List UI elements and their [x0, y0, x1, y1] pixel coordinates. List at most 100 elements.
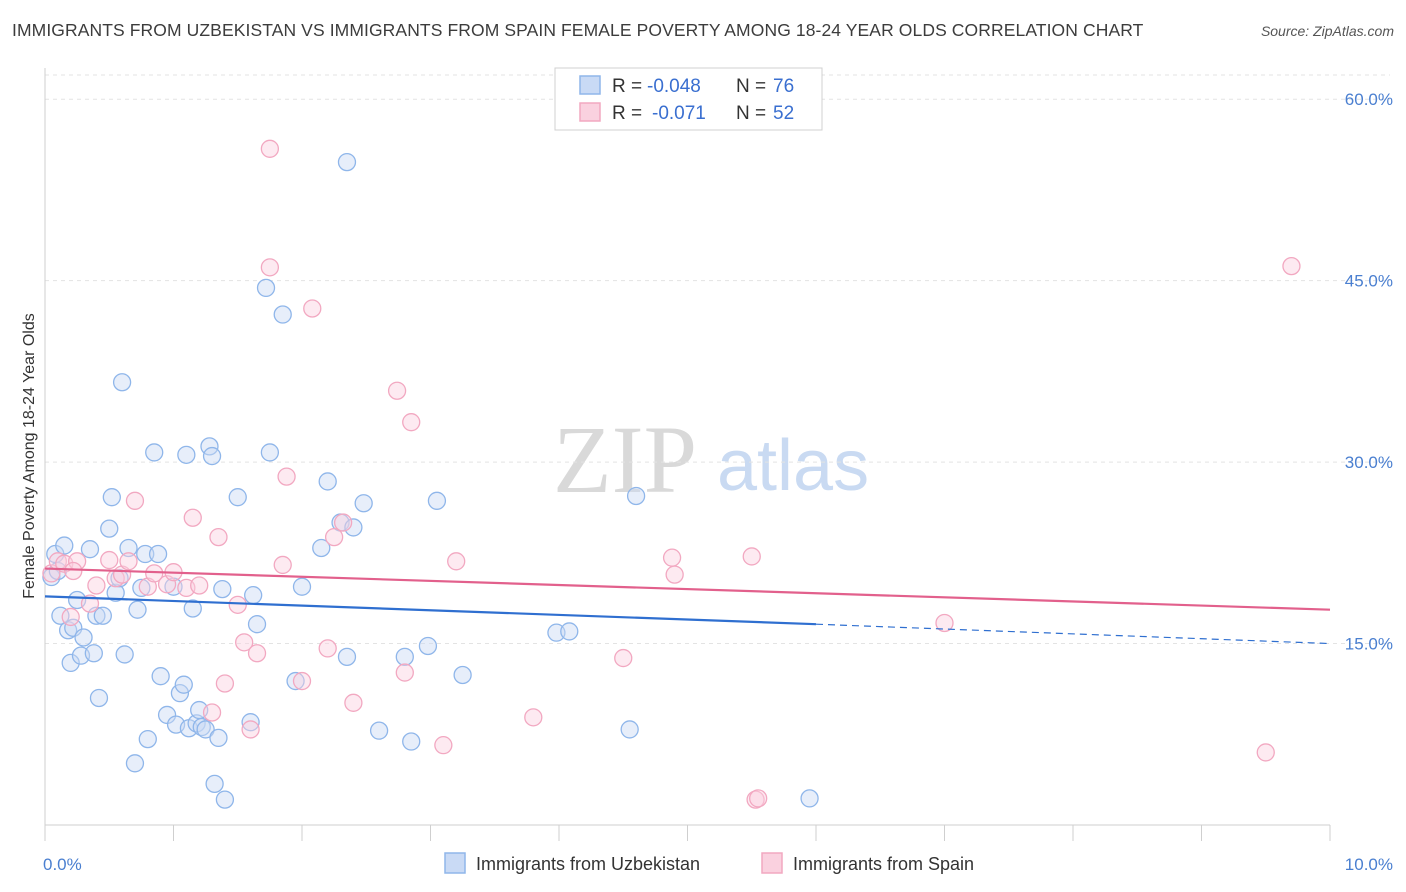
series-legend: Immigrants from Uzbekistan Immigrants fr… [444, 852, 974, 874]
chart-title: IMMIGRANTS FROM UZBEKISTAN VS IMMIGRANTS… [12, 20, 1144, 40]
legend-n-label-spain: N = [736, 103, 766, 124]
uzbekistan-point [369, 721, 389, 740]
spain-point [64, 561, 83, 581]
uzbekistan-point [106, 583, 125, 602]
uzbekistan-point [128, 600, 147, 619]
spain-point [190, 576, 209, 595]
trend-lines [44, 567, 1331, 645]
uzbekistan-point [84, 644, 103, 663]
y-tick-label: 30.0% [1345, 453, 1393, 472]
y-axis-label: Female Poverty Among 18-24 Year Olds [21, 313, 38, 599]
uzbekistan-point [228, 488, 247, 507]
watermark-atlas: atlas [717, 426, 869, 506]
uzbekistan-point [80, 540, 100, 559]
spain-point [80, 594, 100, 613]
uzbekistan-point [196, 720, 215, 739]
spain-point [100, 550, 119, 570]
uzbekistan-point [112, 373, 132, 392]
uzbekistan-point [800, 789, 819, 808]
uzbekistan-point [151, 667, 170, 686]
uzbekistan-point [626, 486, 646, 506]
spain-point [614, 648, 633, 668]
uzbekistan-trend-line [44, 595, 817, 626]
uzbekistan-point [453, 665, 472, 685]
spain-point [277, 467, 296, 486]
spain-point [260, 258, 280, 277]
spain-point [524, 708, 543, 727]
spain-point [215, 674, 235, 693]
uzbekistan-point [115, 645, 134, 664]
uzbekistan-point [213, 579, 232, 599]
spain-point [665, 565, 684, 584]
uzbekistan-point [318, 472, 337, 491]
uzbekistan-point [74, 628, 93, 647]
spain-point [434, 736, 453, 755]
uzbekistan-point [312, 538, 331, 558]
legend-r-label-uzbekistan: R = [612, 76, 642, 97]
uzbekistan-point [148, 544, 168, 564]
tick-labels: 15.0% 30.0% 45.0% 60.0% 0.0% 10.0% [43, 90, 1393, 874]
spain-point [318, 639, 337, 658]
spain-point [749, 789, 768, 808]
spain-point [402, 413, 421, 432]
y-tick-label: 15.0% [1345, 635, 1393, 654]
uzbekistan-point [61, 653, 80, 673]
axes [44, 68, 1331, 841]
legend-swatch-spain [579, 102, 601, 122]
x-tick-label: 10.0% [1345, 855, 1393, 874]
uzbekistan-point [244, 586, 263, 605]
y-tick-label: 60.0% [1345, 90, 1393, 109]
uzbekistan-point [209, 728, 228, 748]
spain-point [228, 595, 247, 614]
spain-point [202, 703, 222, 722]
uzbekistan-point [100, 519, 119, 538]
uzbekistan-point [177, 445, 196, 464]
spain-point [292, 671, 312, 691]
uzbekistan-point [202, 446, 222, 466]
spain-point [209, 527, 228, 547]
spain-point [87, 576, 106, 595]
uzbekistan-point [260, 443, 280, 462]
spain-point [303, 299, 322, 318]
uzbekistan-point [337, 152, 357, 172]
uzbekistan-point [560, 622, 579, 641]
spain-point [742, 547, 761, 566]
spain-point [935, 613, 954, 633]
uzbekistan-point [55, 536, 74, 555]
uzbekistan-trend-extension [815, 623, 1331, 645]
legend-r-spain: -0.071 [652, 103, 706, 124]
uzbekistan-point [241, 713, 260, 732]
uzbekistan-point [125, 754, 145, 773]
spain-point [125, 491, 145, 510]
uzbekistan-point [215, 790, 235, 809]
uzbekistan-point [145, 443, 164, 462]
spain-point [247, 644, 267, 663]
uzbekistan-point [119, 538, 138, 558]
uzbekistan-point [286, 671, 305, 691]
uzbekistan-point [132, 578, 151, 598]
uzbekistan-point [138, 729, 157, 749]
spain-point [324, 527, 344, 547]
uzbekistan-point [395, 647, 414, 667]
spain-point [447, 552, 466, 571]
uzbekistan-point [136, 544, 155, 564]
uzbekistan-point [418, 636, 438, 656]
spain-point [61, 607, 80, 627]
bottom-legend-uzbekistan: Immigrants from Uzbekistan [476, 854, 700, 874]
spain-point [183, 508, 202, 527]
uzbekistan-point [344, 518, 363, 537]
legend-swatch-uzbekistan [579, 75, 601, 95]
bottom-legend-spain: Immigrants from Spain [793, 854, 974, 874]
uzbekistan-point [354, 494, 373, 513]
uzbekistan-point [183, 599, 202, 618]
spain-trend-line [44, 567, 1331, 611]
x-tick-label: 0.0% [43, 855, 82, 874]
uzbekistan-point [620, 720, 639, 739]
spain-point [662, 548, 682, 567]
uzbekistan-point [256, 278, 276, 298]
uzbekistan-point [93, 606, 112, 625]
uzbekistan-point [292, 577, 312, 596]
legend-r-uzbekistan: -0.048 [647, 76, 701, 97]
uzbekistan-point [247, 615, 267, 634]
legend-r-label-spain: R = [612, 103, 642, 124]
